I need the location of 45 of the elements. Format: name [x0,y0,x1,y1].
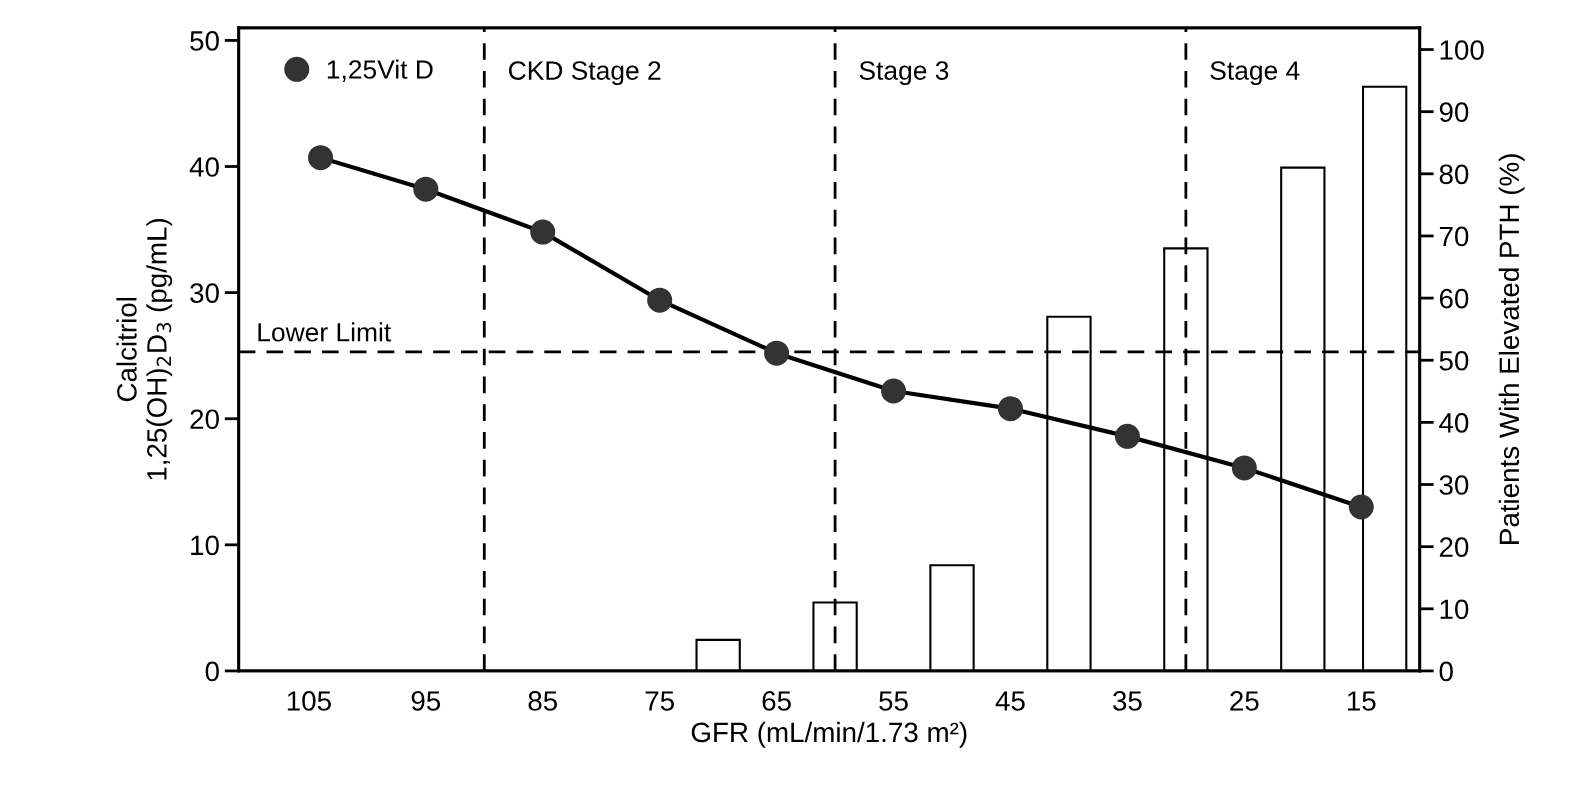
x-tick-label: 75 [645,691,674,711]
point [764,340,790,366]
y2-tick-label: 80 [1439,164,1469,185]
y2-tick-label: 10 [1440,599,1469,620]
y-axis-title: Calcitriol 1,25(OH)$_{2}$D$_{3}$ (pg/mL) [116,218,173,480]
x-tick-label: 35 [1113,691,1142,711]
y-tick-label: 10 [191,535,219,556]
y2-tick-label: 30 [1439,475,1469,495]
point [881,378,907,404]
y2-tick-label: 0 [1439,661,1453,682]
ref-line-label: Stage 3 [859,61,949,86]
ref-line-label: CKD Stage 2 [509,61,661,86]
x-tick-label: 45 [995,691,1025,711]
y-tick-label: 50 [190,31,219,51]
y2-tick-label: 100 [1440,40,1484,60]
point [997,396,1023,422]
y2-axis-title: Patients With Elevated PTH (%) [1498,154,1525,544]
point [1114,423,1140,449]
x-axis-title: GFR (mL/min/1.73 m²) [691,721,967,748]
ref-line-label: Stage 4 [1210,61,1300,86]
y2-tick-label: 20 [1439,537,1469,557]
y2-tick-label: 50 [1439,350,1469,371]
y-tick-label: 30 [190,283,219,303]
ref-line-label: Lower Limit [258,322,391,342]
y2-tick-label: 40 [1439,413,1469,433]
point [530,219,556,245]
y2-tick-label: 70 [1439,226,1469,247]
point [647,287,673,313]
point [1231,455,1257,481]
y-tick-label: 0 [205,661,219,682]
legend-label: 1,25Vit D [327,59,433,82]
x-tick-label: 15 [1347,691,1376,711]
y-tick-label: 20 [190,409,219,430]
x-tick-label: 25 [1230,691,1259,711]
point [413,176,439,202]
x-tick-label: 55 [879,691,908,711]
y2-tick-label: 90 [1439,102,1469,123]
x-tick-label: 105 [287,691,331,711]
point [1348,494,1374,520]
y2-tick-label: 60 [1439,288,1469,309]
x-tick-label: 65 [762,691,791,711]
y-tick-label: 40 [189,157,219,177]
x-tick-label: 95 [411,691,441,711]
point [308,145,334,171]
x-tick-label: 85 [528,691,558,711]
